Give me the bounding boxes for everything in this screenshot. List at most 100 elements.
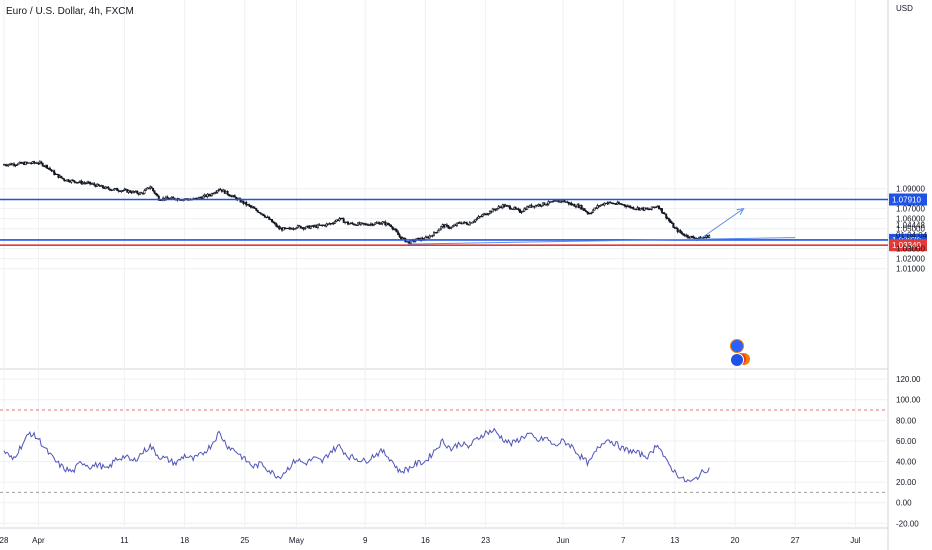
price-tick-label: 1.06000 bbox=[896, 215, 925, 224]
candle-body bbox=[543, 202, 546, 206]
rsi-tick-label: 60.00 bbox=[896, 437, 917, 446]
time-tick-label: 20 bbox=[731, 536, 740, 545]
candle-body bbox=[586, 211, 589, 214]
rsi-tick-label: 80.00 bbox=[896, 416, 917, 425]
rsi-tick-label: 120.00 bbox=[896, 375, 921, 384]
candle-body bbox=[391, 226, 394, 230]
candle-body bbox=[635, 208, 638, 210]
candle-body bbox=[491, 208, 494, 213]
candle-body bbox=[662, 212, 665, 214]
calendar-event-icon[interactable] bbox=[730, 339, 744, 353]
candle-body bbox=[172, 196, 175, 199]
rsi-tick-label: 20.00 bbox=[896, 478, 917, 487]
candle-body bbox=[156, 194, 159, 197]
candle-body bbox=[686, 234, 689, 238]
candle-body bbox=[428, 235, 431, 239]
candle-body bbox=[273, 222, 276, 225]
candle-body bbox=[547, 201, 550, 205]
candle-body bbox=[7, 164, 10, 166]
time-tick-label: 18 bbox=[180, 536, 189, 545]
candle-body bbox=[303, 227, 306, 230]
candle-body bbox=[341, 217, 344, 220]
candle-body bbox=[106, 186, 109, 188]
candle-body bbox=[15, 164, 18, 166]
candle-body bbox=[440, 226, 443, 230]
price-tick-label: 1.02000 bbox=[896, 255, 925, 264]
candle-body bbox=[397, 231, 400, 236]
candle-body bbox=[573, 204, 576, 207]
time-tick-label: 28 bbox=[0, 536, 9, 545]
candle-body bbox=[682, 233, 685, 236]
candle-body bbox=[539, 204, 542, 207]
candle-body bbox=[33, 161, 36, 164]
candle-body bbox=[289, 227, 292, 229]
candle-body bbox=[348, 223, 351, 225]
candle-body bbox=[86, 182, 89, 184]
candle-body bbox=[351, 222, 354, 225]
candle-body bbox=[606, 202, 609, 204]
candle-body bbox=[150, 186, 153, 189]
time-tick-label: 7 bbox=[621, 536, 626, 545]
candle-body bbox=[89, 181, 92, 185]
candle-body bbox=[617, 202, 620, 205]
time-tick-label: 27 bbox=[791, 536, 800, 545]
candle-body bbox=[93, 183, 96, 186]
candle-body bbox=[551, 201, 554, 203]
candle-body bbox=[666, 217, 669, 219]
candle-body bbox=[514, 207, 517, 210]
candle-body bbox=[594, 207, 597, 209]
candle-body bbox=[45, 164, 48, 169]
time-tick-label: Jun bbox=[557, 536, 570, 545]
candle-body bbox=[299, 225, 302, 229]
countdown-label: 01:04:04 bbox=[896, 231, 928, 240]
candle-body bbox=[438, 228, 441, 231]
candle-body bbox=[249, 205, 252, 208]
candle-body bbox=[256, 210, 259, 213]
candle-body bbox=[334, 221, 337, 224]
candle-body bbox=[584, 210, 587, 212]
price-tick-label: 1.03000 bbox=[896, 245, 925, 254]
candle-body bbox=[372, 224, 375, 226]
candle-body bbox=[63, 178, 66, 181]
us-flag-event-icon[interactable] bbox=[730, 353, 744, 367]
candle-body bbox=[61, 177, 64, 180]
candle-body bbox=[658, 205, 661, 210]
price-tick-label: 1.07000 bbox=[896, 205, 925, 214]
candle-body bbox=[668, 218, 671, 221]
candle-body bbox=[70, 179, 73, 183]
candle-body bbox=[263, 215, 266, 218]
candle-body bbox=[53, 170, 56, 175]
candle-body bbox=[252, 206, 255, 209]
chart-title: Euro / U.S. Dollar, 4h, FXCM bbox=[6, 6, 134, 17]
candle-body bbox=[17, 162, 20, 166]
candle-body bbox=[259, 212, 262, 215]
time-tick-label: 23 bbox=[481, 536, 490, 545]
candle-body bbox=[444, 224, 447, 228]
candle-body bbox=[4, 164, 7, 166]
candle-body bbox=[580, 205, 583, 210]
time-tick-label: Apr bbox=[32, 536, 45, 545]
stop-tag bbox=[889, 239, 927, 252]
candle-body bbox=[387, 222, 390, 226]
candle-body bbox=[272, 221, 275, 224]
candle-body bbox=[670, 222, 673, 224]
candle-body bbox=[255, 208, 258, 211]
stop-tag-label: 1.03340 bbox=[892, 241, 921, 250]
candle-body bbox=[487, 213, 490, 215]
candle-body bbox=[471, 221, 474, 224]
time-tick-label: Jul bbox=[850, 536, 860, 545]
candle-body bbox=[486, 213, 489, 216]
candle-body bbox=[245, 201, 248, 206]
candle-body bbox=[546, 203, 549, 205]
candle-body bbox=[599, 204, 602, 207]
candle-body bbox=[140, 192, 143, 194]
candle-body bbox=[295, 227, 298, 229]
candle-body bbox=[153, 190, 156, 194]
candle-body bbox=[13, 163, 16, 166]
candle-body bbox=[613, 203, 616, 205]
candle-body bbox=[305, 226, 308, 229]
last-price-label: 1.04448 bbox=[896, 221, 925, 230]
candle-body bbox=[41, 162, 44, 167]
